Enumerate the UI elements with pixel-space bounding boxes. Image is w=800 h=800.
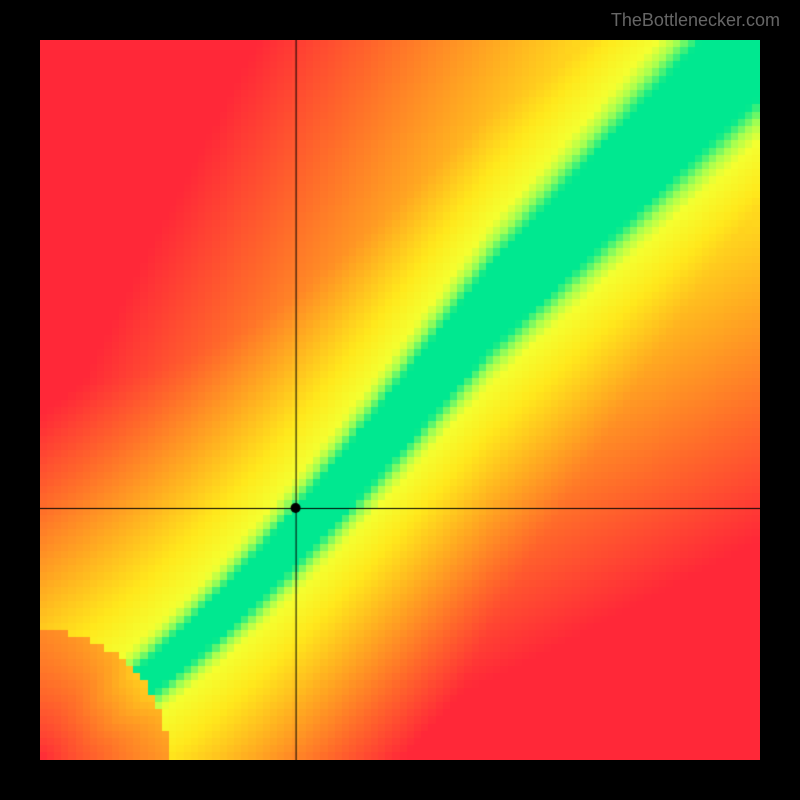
heatmap-canvas	[40, 40, 760, 760]
watermark-text: TheBottlenecker.com	[611, 10, 780, 31]
heatmap-plot	[40, 40, 760, 760]
